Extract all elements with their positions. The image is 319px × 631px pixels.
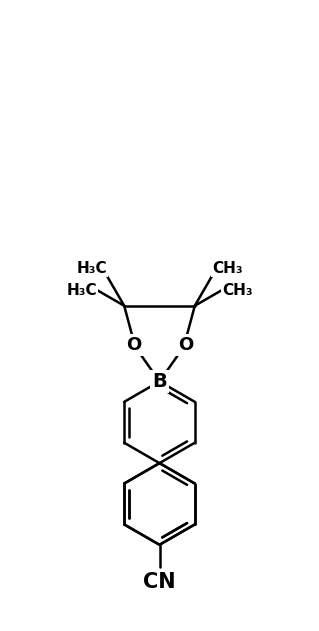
Text: CH₃: CH₃: [222, 283, 253, 298]
Text: B: B: [152, 372, 167, 391]
Text: O: O: [178, 336, 193, 354]
Text: O: O: [126, 336, 141, 354]
Text: CH₃: CH₃: [212, 261, 243, 276]
Text: CN: CN: [143, 572, 176, 591]
Text: H₃C: H₃C: [76, 261, 107, 276]
Text: H₃C: H₃C: [66, 283, 97, 298]
